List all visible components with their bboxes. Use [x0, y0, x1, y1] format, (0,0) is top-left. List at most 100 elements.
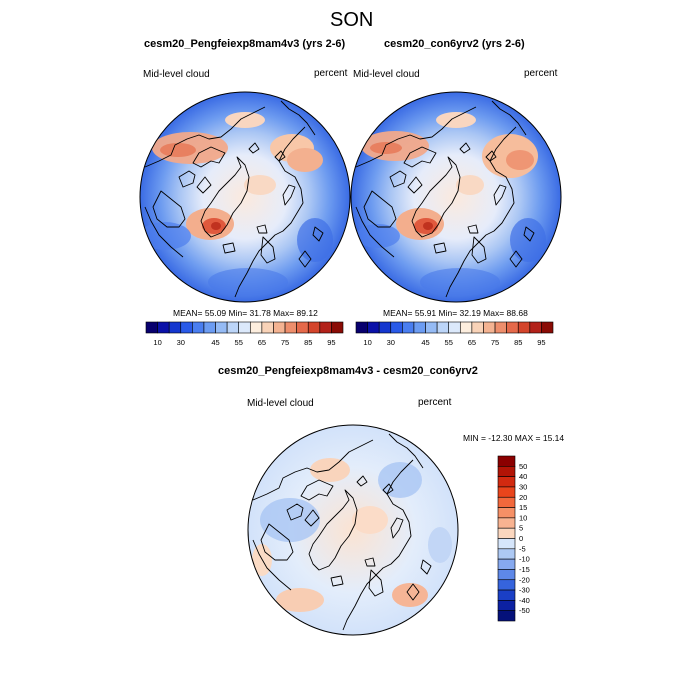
colorbar-box	[238, 321, 251, 334]
colorbar-tick-label: 30	[387, 338, 395, 347]
colorbar-box	[261, 321, 274, 334]
colorbar-tick-label: 10	[363, 338, 371, 347]
colorbar-tick-label: 45	[421, 338, 429, 347]
panel-2-title: cesm20_con6yrv2 (yrs 2-6)	[384, 38, 525, 50]
panel-1-map	[140, 92, 350, 302]
colorbar-tick-label: -5	[519, 544, 526, 553]
colorbar-tick-label: 75	[491, 338, 499, 347]
colorbar-box	[215, 321, 228, 334]
colorbar-box	[367, 321, 380, 334]
colorbar-tick-label: 50	[519, 462, 527, 471]
colorbar-tick-label: 65	[258, 338, 266, 347]
colorbar-box	[273, 321, 286, 334]
panel-2-variable-label: Mid-level cloud	[353, 69, 420, 80]
panel-2-map	[351, 92, 561, 302]
colorbar-box	[413, 321, 426, 334]
panel-1-map-border	[139, 91, 351, 303]
panel-1-units-label: percent	[314, 68, 348, 79]
colorbar-box	[203, 321, 216, 334]
colorbar-tick-label: 0	[519, 534, 523, 543]
panel-1-stats: MEAN= 55.09 Min= 31.78 Max= 89.12	[173, 308, 318, 318]
colorbar-tick-label: 10	[153, 338, 161, 347]
colorbar-box	[355, 321, 368, 334]
colorbar-box	[436, 321, 450, 334]
colorbar-box	[226, 321, 240, 334]
panel-3-map-border	[247, 424, 459, 636]
colorbar-box	[497, 579, 516, 591]
panel-2-map-border	[350, 91, 562, 303]
colorbar-box	[497, 517, 516, 529]
colorbar-box	[180, 321, 193, 334]
colorbar-box	[541, 321, 554, 334]
panel-2-colorbar: 10 30 45 55 65 75 85 95	[355, 321, 554, 347]
colorbar-tick-label: -15	[519, 565, 530, 574]
colorbar-box	[497, 600, 516, 611]
colorbar-box	[471, 321, 484, 334]
colorbar-tick-label: 55	[445, 338, 453, 347]
colorbar-box	[497, 527, 516, 539]
colorbar-tick-label: 85	[514, 338, 522, 347]
colorbar-box	[497, 569, 516, 581]
colorbar-box	[497, 558, 516, 570]
colorbar-tick-label: 65	[468, 338, 476, 347]
colorbar-box	[307, 321, 321, 334]
colorbar-tick-label: 95	[327, 338, 335, 347]
colorbar-box	[390, 321, 403, 334]
colorbar-tick-label: 95	[537, 338, 545, 347]
colorbar-tick-label: 15	[519, 503, 527, 512]
panel-3-title: cesm20_Pengfeiexp8mam4v3 - cesm20_con6yr…	[218, 365, 478, 377]
colorbar-tick-label: 85	[304, 338, 312, 347]
colorbar-tick-label: 10	[519, 513, 527, 522]
colorbar-tick-label: 5	[519, 524, 523, 533]
colorbar-tick-label: -50	[519, 606, 530, 615]
colorbar-box	[448, 321, 461, 334]
colorbar-box	[425, 321, 438, 334]
colorbar-box	[497, 548, 516, 560]
panel-1-title: cesm20_Pengfeiexp8mam4v3 (yrs 2-6)	[144, 38, 346, 50]
colorbar-tick-label: -20	[519, 575, 530, 584]
colorbar-box	[483, 321, 496, 334]
colorbar-box	[296, 321, 309, 334]
panel-3-map	[248, 425, 458, 635]
figure-title: SON	[330, 9, 374, 31]
colorbar-box	[157, 321, 170, 334]
colorbar-box	[497, 507, 516, 519]
colorbar-tick-label: 55	[235, 338, 243, 347]
colorbar-box	[145, 321, 158, 334]
colorbar-box	[402, 321, 415, 334]
panel-3-units-label: percent	[418, 397, 452, 408]
colorbar-tick-label: 75	[281, 338, 289, 347]
colorbar-box	[529, 321, 542, 334]
panel-3-stats: MIN = -12.30 MAX = 15.14	[463, 433, 565, 443]
colorbar-tick-label: -40	[519, 596, 530, 605]
colorbar-tick-label: -30	[519, 586, 530, 595]
panel-1-colorbar: 10 30 45 55 65 75 85 95	[145, 321, 344, 347]
colorbar-box	[378, 321, 392, 334]
colorbar-tick-label: -10	[519, 555, 530, 564]
colorbar-tick-label: 45	[211, 338, 219, 347]
colorbar-box	[497, 538, 516, 550]
colorbar-box	[331, 321, 344, 334]
colorbar-box	[497, 455, 516, 467]
colorbar-box	[319, 321, 332, 334]
colorbar-box	[517, 321, 531, 334]
panel-3-variable-label: Mid-level cloud	[247, 398, 314, 409]
panel-1-variable-label: Mid-level cloud	[143, 69, 210, 80]
colorbar-box	[459, 321, 473, 334]
colorbar-tick-label: 30	[519, 482, 527, 491]
panel-2-stats: MEAN= 55.91 Min= 32.19 Max= 88.68	[383, 308, 528, 318]
panel-2-units-label: percent	[524, 68, 558, 79]
colorbar-box	[497, 610, 516, 622]
colorbar-tick-label: 40	[519, 472, 527, 481]
colorbar-box	[497, 486, 516, 498]
colorbar-tick-label: 20	[519, 493, 527, 502]
colorbar-box	[168, 321, 182, 334]
colorbar-box	[284, 321, 297, 334]
colorbar-box	[497, 466, 516, 477]
colorbar-box	[494, 321, 507, 334]
colorbar-box	[249, 321, 263, 334]
colorbar-box	[497, 589, 516, 601]
colorbar-tick-label: 30	[177, 338, 185, 347]
